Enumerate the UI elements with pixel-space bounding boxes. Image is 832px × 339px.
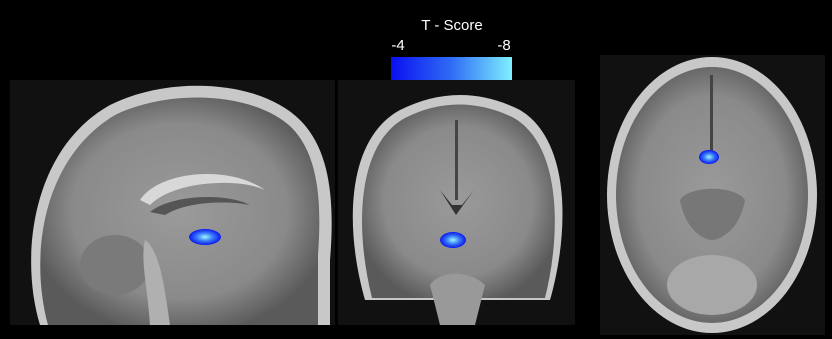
page: {"colorbar": {"title": "T - Score", "min… xyxy=(0,0,832,339)
sagittal-slice xyxy=(10,80,335,325)
colorbar-max-label: -8 xyxy=(497,37,510,54)
coronal-slice xyxy=(338,80,575,325)
axial-slice xyxy=(600,55,825,335)
colorbar xyxy=(391,57,512,80)
colorbar-title: T - Score xyxy=(421,17,482,34)
figure: T - Score -4 -8 xyxy=(0,0,832,339)
colorbar-min-label: -4 xyxy=(391,37,404,54)
